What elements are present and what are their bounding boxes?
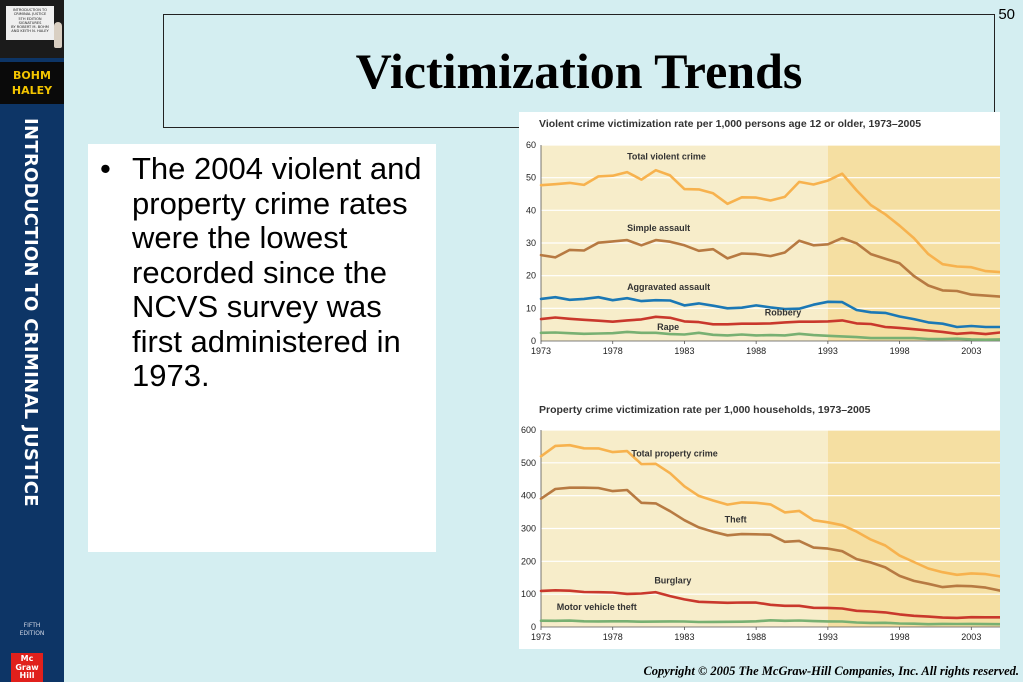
series-line-burglary (539, 588, 1000, 620)
cover-hand-image (54, 22, 62, 48)
copyright-notice: Copyright © 2005 The McGraw-Hill Compani… (643, 664, 1019, 678)
bullet-item: The 2004 violent and property crime rate… (100, 151, 430, 394)
series-label: Burglary (654, 576, 691, 586)
y-tick-label: 400 (521, 491, 536, 501)
cover-text: INTRODUCTION TO CRIMINAL JUSTICE 5TH EDI… (6, 6, 54, 40)
series-label: Rape (657, 322, 679, 332)
y-tick-label: 30 (526, 238, 536, 248)
bullet-text-box: The 2004 violent and property crime rate… (88, 144, 436, 552)
y-tick-label: 0 (531, 622, 536, 632)
ncvs-figure: Violent crime victimization rate per 1,0… (519, 112, 1000, 649)
series-line-total-property-crime (539, 443, 1000, 578)
y-tick-label: 20 (526, 271, 536, 281)
y-tick-label: 10 (526, 303, 536, 313)
series-label: Aggravated assault (627, 282, 710, 292)
y-tick-label: 600 (521, 425, 536, 435)
chart-title: Property crime victimization rate per 1,… (539, 404, 871, 416)
y-tick-label: 60 (526, 140, 536, 150)
series-line-theft (539, 486, 1000, 592)
y-tick-label: 300 (521, 524, 536, 534)
x-tick-label: 1978 (603, 346, 623, 356)
y-tick-label: 100 (521, 589, 536, 599)
series-line-motor-vehicle-theft (539, 618, 1000, 626)
book-title-vertical: INTRODUCTION TO CRIMINAL JUSTICE (20, 118, 41, 507)
slide-title-box: Victimization Trends (163, 14, 995, 128)
x-tick-label: 1993 (818, 632, 838, 642)
series-line-rape (539, 330, 1000, 341)
mcgraw-hill-logo: Mc Graw Hill (11, 653, 43, 682)
x-tick-label: 1983 (674, 346, 694, 356)
slide-title: Victimization Trends (355, 43, 803, 99)
x-tick-label: 1998 (890, 346, 910, 356)
series-line-total-violent-crime (539, 168, 1000, 274)
series-label: Total violent crime (627, 152, 706, 162)
x-tick-label: 1973 (531, 346, 551, 356)
series-line-aggravated-assault (539, 295, 1000, 329)
y-tick-label: 0 (531, 336, 536, 346)
y-tick-label: 50 (526, 173, 536, 183)
series-label: Theft (725, 515, 747, 525)
series-line-simple-assault (539, 236, 1000, 298)
series-label: Total property crime (631, 448, 717, 458)
y-tick-label: 40 (526, 205, 536, 215)
slide-number: 50 (998, 6, 1015, 23)
x-tick-label: 1988 (746, 346, 766, 356)
chart-title: Violent crime victimization rate per 1,0… (539, 118, 921, 130)
y-tick-label: 500 (521, 458, 536, 468)
x-tick-label: 1993 (818, 346, 838, 356)
book-cover-thumbnail: INTRODUCTION TO CRIMINAL JUSTICE 5TH EDI… (0, 0, 64, 58)
author-names: BOHM HALEY (0, 62, 64, 104)
series-line-robbery (539, 315, 1000, 336)
series-label: Robbery (765, 308, 802, 318)
x-tick-label: 2003 (961, 632, 981, 642)
x-tick-label: 1973 (531, 632, 551, 642)
x-tick-label: 2003 (961, 346, 981, 356)
bullet-list: The 2004 violent and property crime rate… (88, 144, 436, 394)
x-tick-label: 1998 (890, 632, 910, 642)
book-sidebar: INTRODUCTION TO CRIMINAL JUSTICE 5TH EDI… (0, 0, 64, 682)
charts-svg: Violent crime victimization rate per 1,0… (521, 118, 1000, 642)
x-tick-label: 1983 (674, 632, 694, 642)
edition-label: FIFTH EDITION (19, 622, 45, 637)
x-tick-label: 1978 (603, 632, 623, 642)
x-tick-label: 1988 (746, 632, 766, 642)
y-tick-label: 200 (521, 556, 536, 566)
series-label: Motor vehicle theft (557, 602, 637, 612)
series-label: Simple assault (627, 223, 690, 233)
